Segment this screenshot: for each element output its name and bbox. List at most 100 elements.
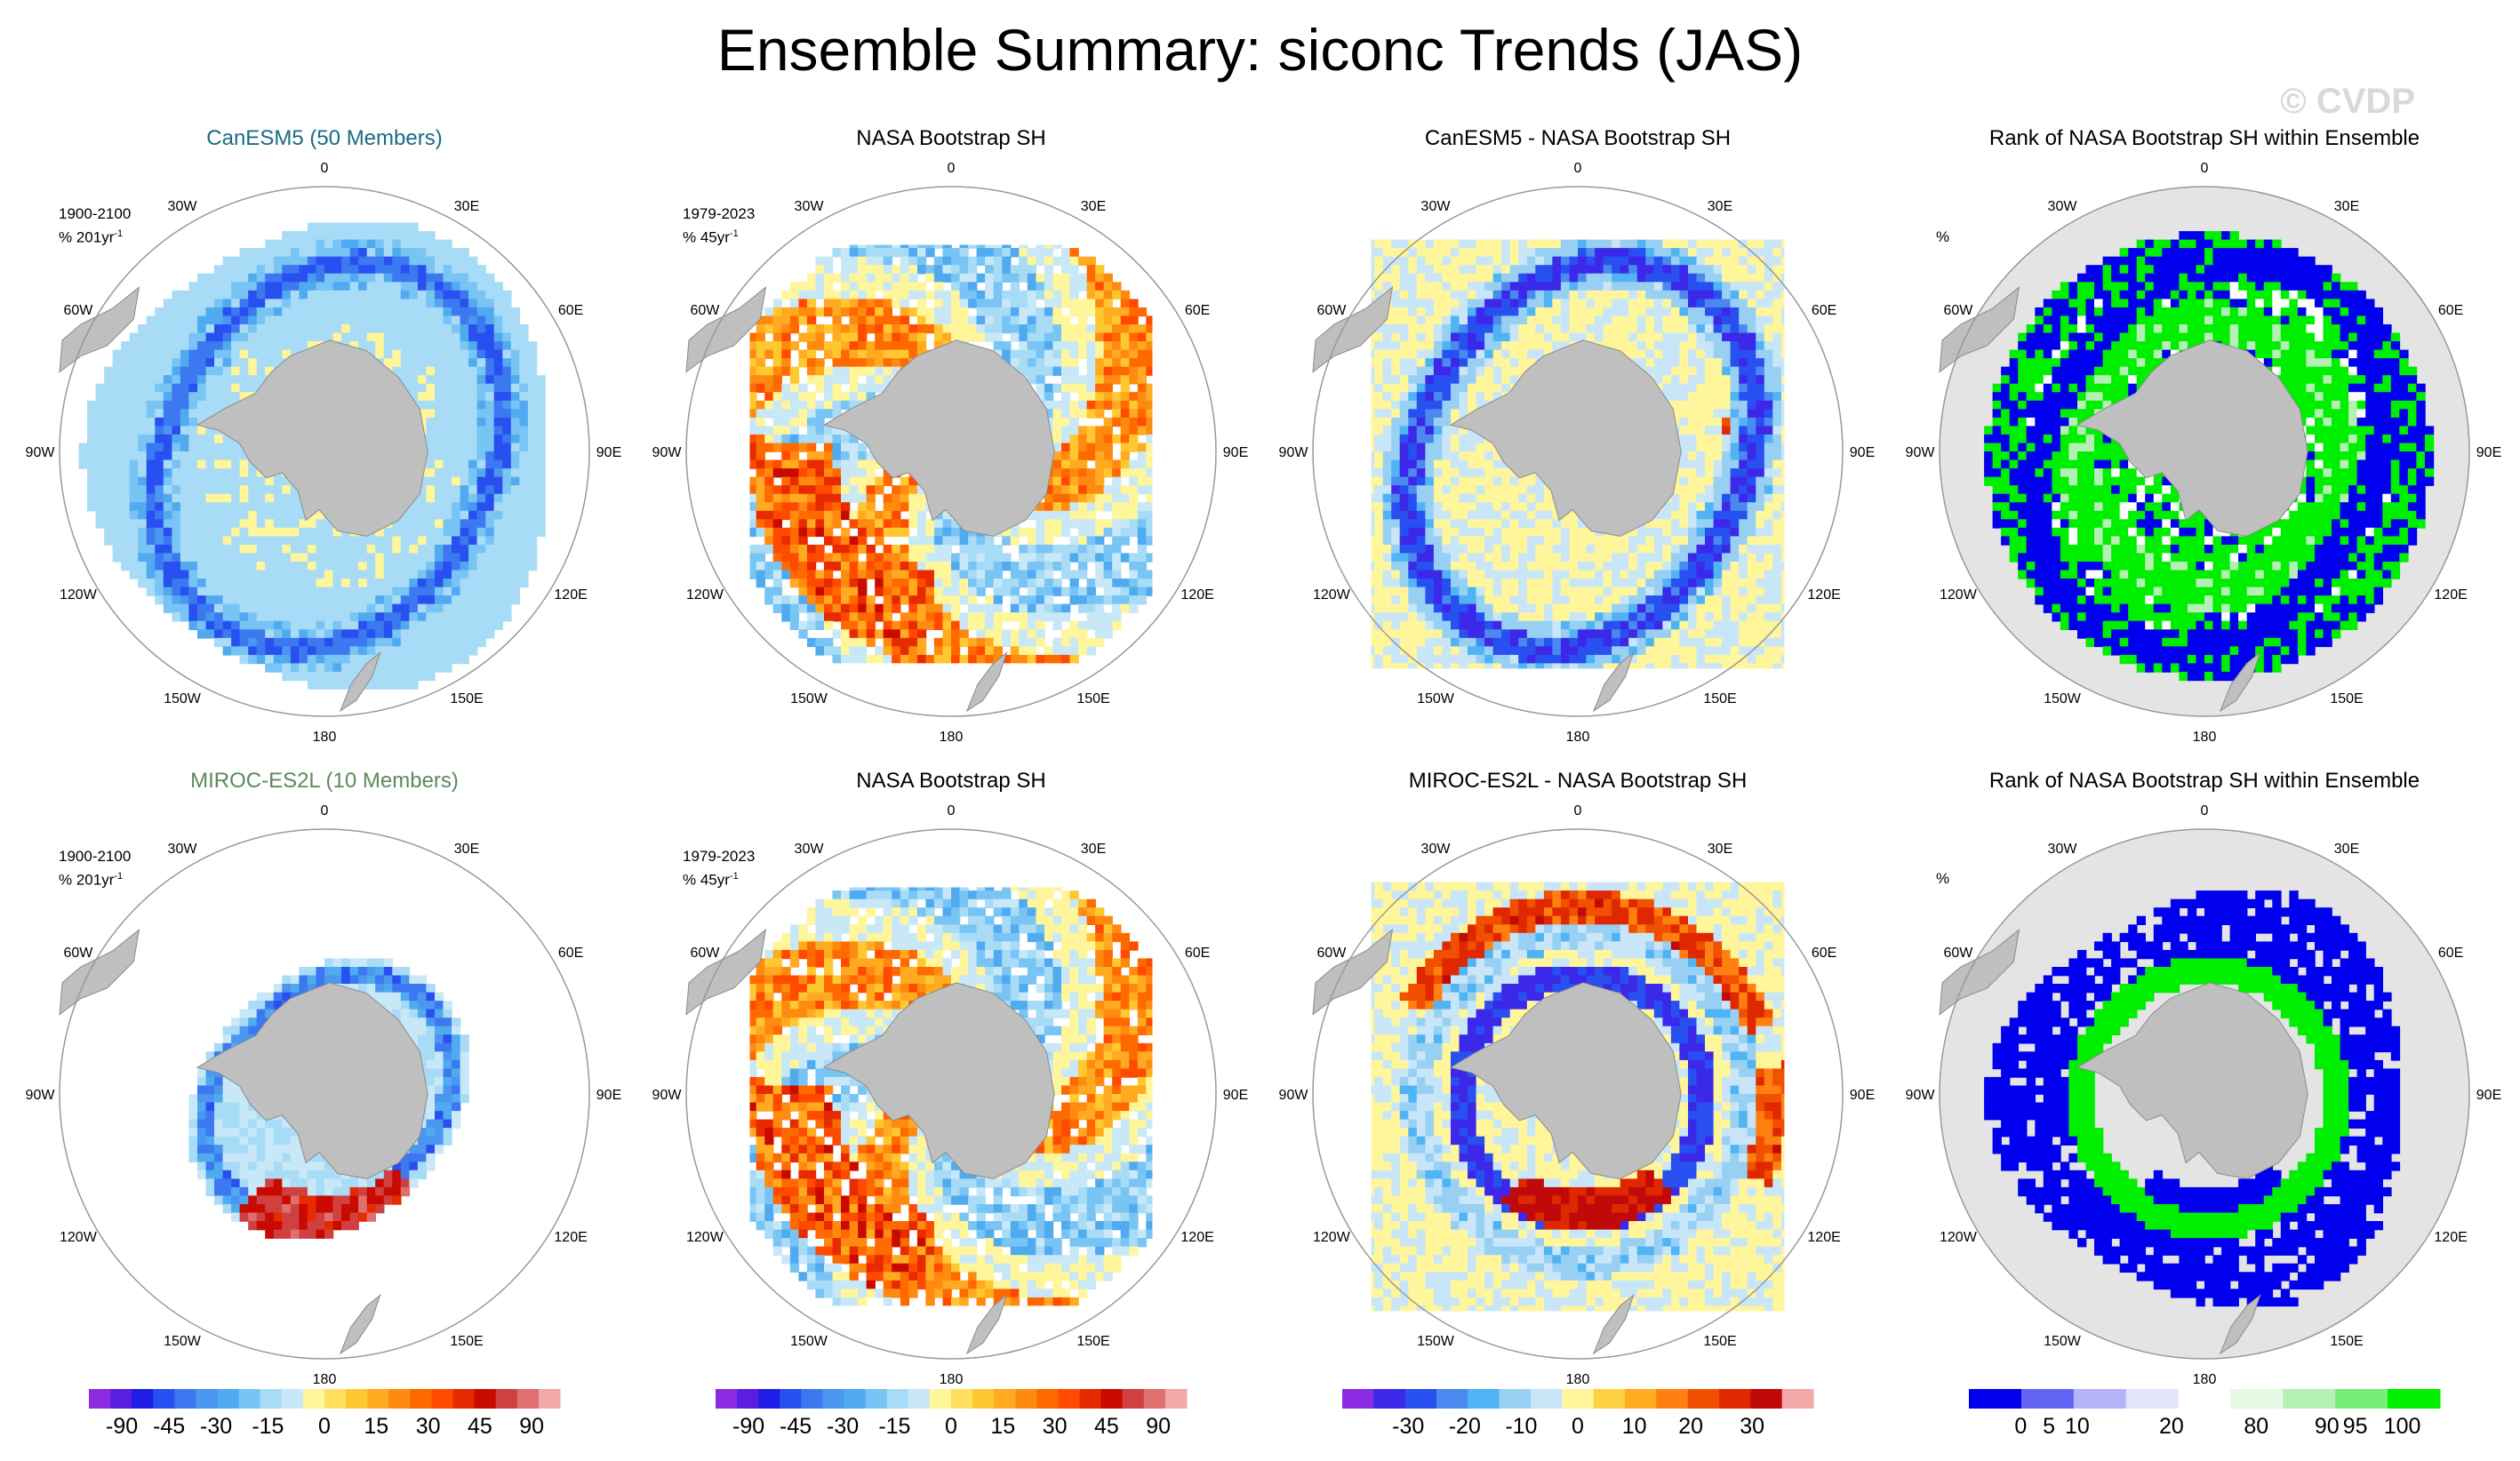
panel-8-meta: % [1936,869,1949,889]
panel-6-units: % 45yr [683,871,730,889]
colorbar-tick-label: 0 [2014,1414,2027,1439]
longitude-label: 120E [1807,1230,1840,1245]
panel-1-units: % 201yr [59,228,115,246]
new-zealand-landmass [965,1294,1008,1355]
new-zealand-landmass [339,651,381,713]
map-border [1939,186,2470,717]
colorbar-swatch [410,1389,432,1409]
colorbar-tick-label: 45 [1094,1414,1119,1439]
colorbar-trend-colorbar: -90 -45 -30 -15 0 15 30 45 90 [89,1389,561,1439]
colorbar-tick-label: 20 [1678,1414,1703,1439]
colorbar-tick-label: 30 [1043,1414,1068,1439]
colorbar-swatch [2230,1389,2284,1409]
colorbar-tick-label: -20 [1449,1414,1481,1439]
longitude-label: 90W [1279,445,1309,460]
panel-8-units: % [1936,870,1950,887]
colorbar-swatch [474,1389,497,1409]
longitude-label: 120W [686,1230,724,1245]
colorbar-swatch [2178,1389,2231,1409]
colorbar-swatch [260,1389,283,1409]
colorbar-swatch [951,1389,973,1409]
longitude-label: 60W [63,303,93,318]
colorbar-swatch [110,1389,132,1409]
panel-1-title: CanESM5 (50 Members) [206,126,443,150]
panel-8-title: Rank of NASA Bootstrap SH within Ensembl… [1988,769,2420,793]
colorbar-swatch [217,1389,240,1409]
colorbars: -90 -45 -30 -15 0 15 30 45 90 -90 -45 -30 -15 0 15 30 45… [89,1389,2441,1439]
colorbar-swatch [132,1389,154,1409]
units-superscript: -1 [114,228,124,239]
colorbar-swatch [1719,1389,1751,1409]
longitude-label: 180 [940,1372,964,1387]
polar-map-4: 0 30E 60E 90E 120E 150E 180 150W 120W 90W 60W 30W [1906,161,2502,745]
longitude-label: 30W [795,842,825,857]
colorbar-swatch [1015,1389,1037,1409]
longitude-label: 60W [1316,946,1347,961]
longitude-label: 30W [2048,199,2078,214]
colorbar-swatch [2335,1389,2388,1409]
longitude-label: 150W [1417,691,1455,707]
units-superscript: -1 [114,871,124,882]
colorbar-swatch [538,1389,561,1409]
longitude-label: 90W [1906,445,1936,460]
longitude-label: 0 [321,803,329,818]
longitude-label: 0 [1574,161,1582,176]
colorbar-tick-label: 0 [945,1414,957,1439]
antarctica-landmass [2076,982,2308,1179]
colorbar-tick-label: 90 [2315,1414,2340,1439]
longitude-label: 150E [450,691,483,707]
colorbar-swatch [1100,1389,1124,1409]
colorbar-swatch [1164,1389,1188,1409]
colorbar-tick-label: 95 [2343,1414,2368,1439]
longitude-label: 30W [168,842,198,857]
longitude-label: 120W [60,587,98,603]
colorbar-swatch [346,1389,368,1409]
colorbar-swatch [495,1389,518,1409]
panel-6-meta: 1979-2023 % 45yr-1 [683,847,755,890]
new-zealand-landmass [965,651,1008,713]
data-field [1984,890,2401,1307]
longitude-label: 90W [652,1088,683,1103]
colorbar-swatch [1143,1389,1166,1409]
colorbar-swatch [758,1389,780,1409]
longitude-label: 120E [2434,1230,2467,1245]
panel-5-meta: 1900-2100 % 201yr-1 [59,847,131,890]
longitude-label: 60W [690,303,720,318]
colorbar-swatch [2020,1389,2075,1409]
colorbar-tick-label: -45 [780,1414,812,1439]
colorbar-swatch [281,1389,304,1409]
longitude-label: 150W [790,691,828,707]
panel-1-meta: 1900-2100 % 201yr-1 [59,204,131,248]
longitude-label: 30E [1081,842,1106,857]
panel-4-title: Rank of NASA Bootstrap SH within Ensembl… [1988,126,2420,150]
panel-2-meta: 1979-2023 % 45yr-1 [683,204,755,248]
new-zealand-landmass [1592,651,1635,713]
cvdp-watermark: © CVDP [2280,82,2415,121]
colorbar-tick-label: -15 [878,1414,910,1439]
colorbar-swatch [908,1389,931,1409]
colorbar-swatch [388,1389,411,1409]
panel-6-period: 1979-2023 [683,848,756,865]
panel-5-title: MIROC-ES2L (10 Members) [190,769,459,793]
longitude-label: 90W [1279,1088,1309,1103]
colorbar-rank-colorbar: 0 5 10 20 80 90 95 100 [1969,1389,2441,1439]
colorbar-swatch [822,1389,845,1409]
colorbar-swatch [972,1389,995,1409]
antarctica-landmass [2076,339,2308,537]
longitude-label: 180 [313,1372,337,1387]
longitude-label: 30E [454,199,479,214]
longitude-label: 60E [558,303,583,318]
polar-map-1: 0 30E 60E 90E 120E 150E 180 150W 120W 90W 60W 30W [26,161,622,745]
units-superscript: -1 [729,228,739,239]
colorbar-swatch [1531,1389,1563,1409]
longitude-label: 150E [1703,691,1736,707]
colorbar-swatch [452,1389,476,1409]
longitude-label: 0 [2201,803,2209,818]
longitude-label: 60E [1812,303,1836,318]
colorbar-tick-label: -45 [153,1414,185,1439]
colorbar-swatch [994,1389,1016,1409]
map-border [1939,828,2470,1360]
data-field [1371,239,1785,669]
colorbar-swatch [1625,1389,1657,1409]
antarctica-landmass [822,982,1055,1179]
